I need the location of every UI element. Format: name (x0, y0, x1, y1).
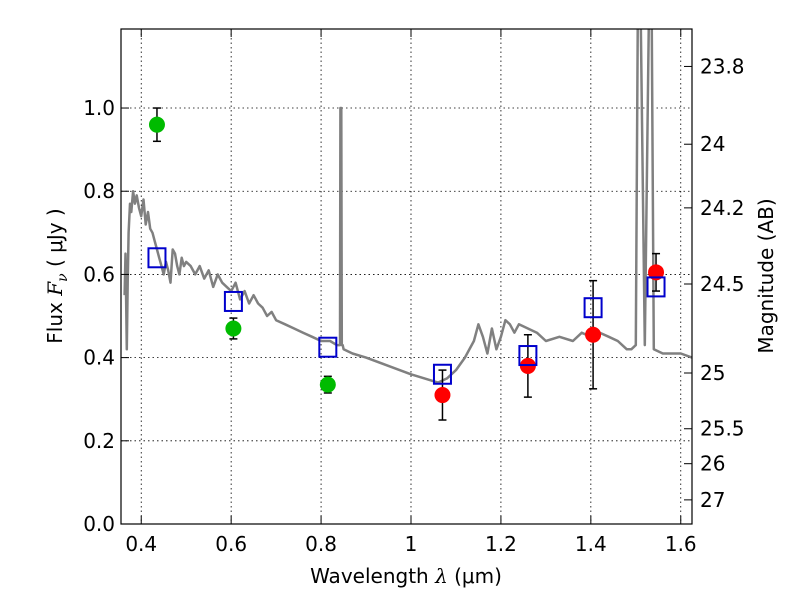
y-axis-ticks: 0.0 0.2 0.4 0.6 0.8 1.0 (83, 96, 129, 536)
y2-tick-label: 24.5 (700, 272, 745, 296)
model-photometry-square (583, 297, 603, 319)
y-tick-label: 0.2 (83, 429, 115, 453)
model-photometry-square (147, 247, 167, 269)
model-photometry-square (432, 363, 452, 385)
x-tick-label: 1.4 (575, 532, 607, 556)
x-tick-label: 0.4 (125, 532, 157, 556)
data-point (225, 320, 242, 337)
y-axis-title: Flux Fν ( μJy ) (43, 208, 71, 343)
data-point (148, 116, 165, 133)
plot-area (123, 29, 692, 421)
sed-model-line (123, 29, 692, 384)
y2-tick-label: 26 (700, 452, 725, 476)
data-point (434, 387, 451, 404)
y2-tick-label: 25 (700, 361, 725, 385)
y2-tick-label: 24.2 (700, 196, 745, 220)
x-tick-label: 1.6 (665, 532, 697, 556)
model-photometry-square (518, 345, 538, 367)
y-tick-label: 0.8 (83, 179, 115, 203)
y2-axis-title: Magnitude (AB) (754, 198, 778, 353)
data-point (585, 326, 602, 343)
model-photometry-square (646, 276, 666, 298)
x-axis-title: Wavelength λ (μm) (310, 564, 502, 588)
x-tick-label: 1.2 (485, 532, 517, 556)
y2-tick-label: 24 (700, 132, 725, 156)
y-tick-label: 0.4 (83, 346, 115, 370)
grid-lines (121, 29, 692, 525)
x-axis-ticks: 0.4 0.6 0.8 1 1.2 1.4 1.6 (125, 29, 697, 556)
y-tick-label: 0.0 (83, 512, 115, 536)
data-point (648, 264, 665, 281)
data-point (319, 376, 336, 393)
plot-frame (120, 28, 693, 525)
model-photometry-square (318, 336, 338, 358)
x-tick-label: 0.6 (215, 532, 247, 556)
x-tick-label: 1 (405, 532, 418, 556)
y2-axis-ticks: 23.8 24 24.2 24.5 25 25.5 26 27 (684, 54, 745, 512)
model-photometry-square (223, 290, 243, 312)
y2-tick-label: 23.8 (700, 54, 745, 78)
y-tick-label: 0.6 (83, 262, 115, 286)
y2-tick-label: 27 (700, 488, 725, 512)
y2-tick-label: 25.5 (700, 417, 745, 441)
x-tick-label: 0.8 (305, 532, 337, 556)
y-tick-label: 1.0 (83, 96, 115, 120)
